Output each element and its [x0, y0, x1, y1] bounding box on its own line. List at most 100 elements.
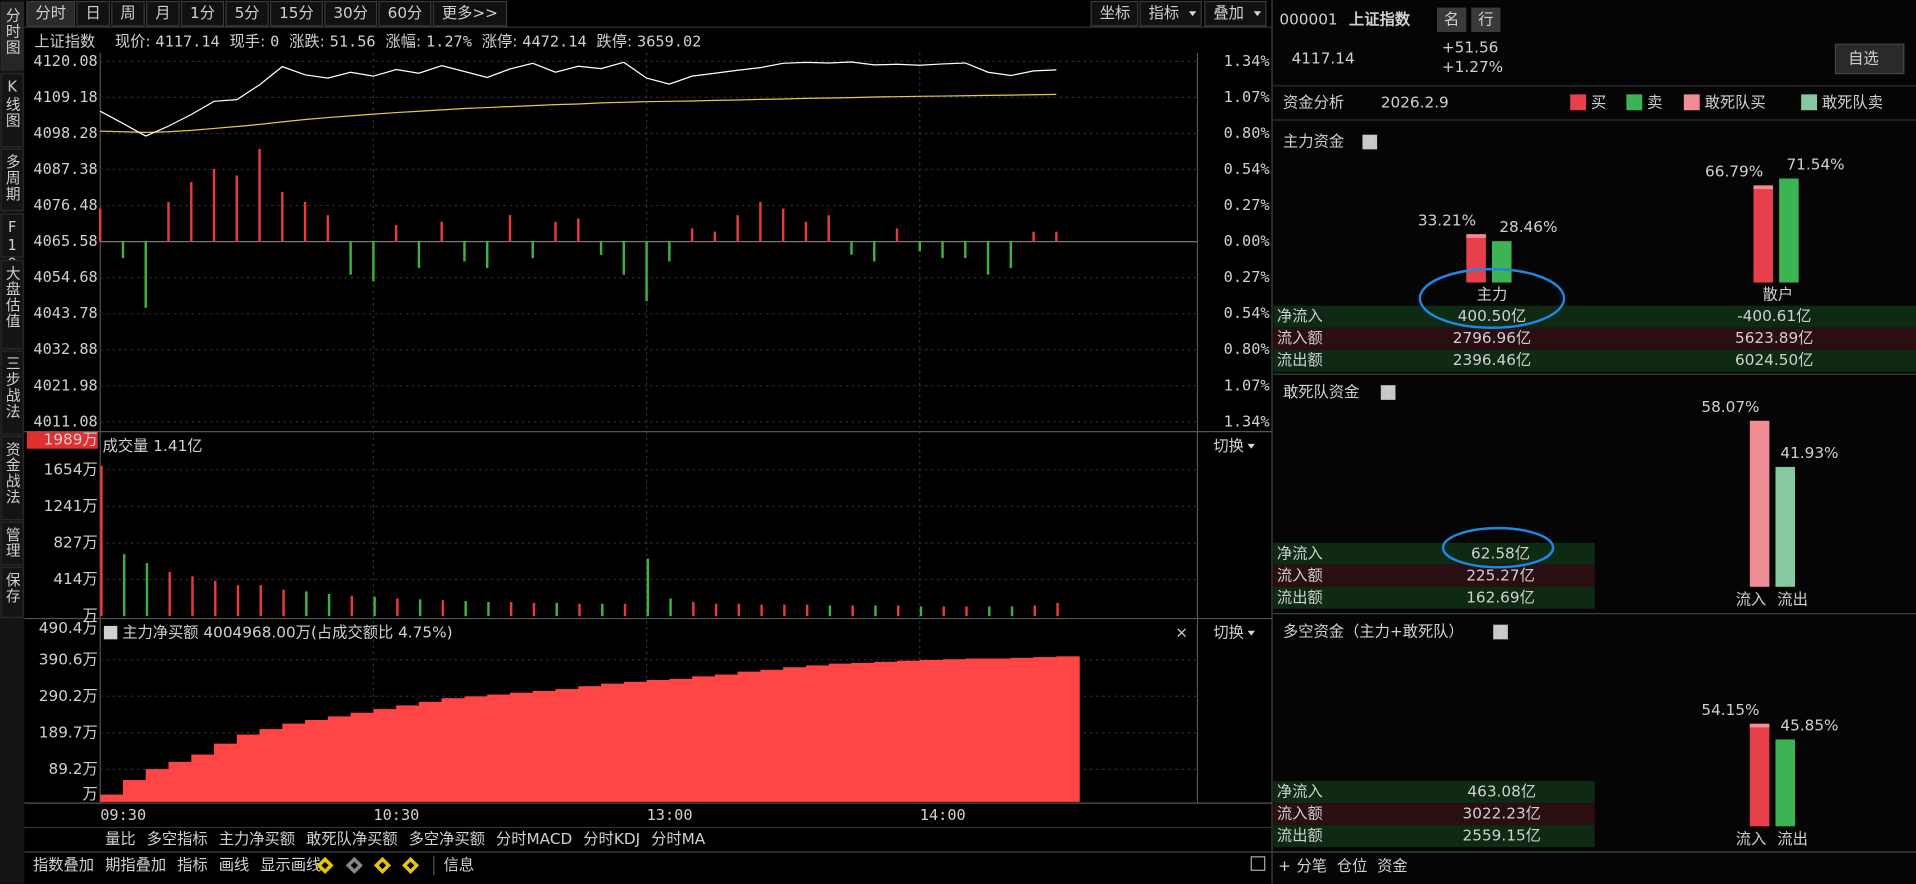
indicator-tab[interactable]: 主力净买额 [219, 830, 295, 848]
sidebar-label[interactable]: 多周期 [4, 154, 21, 202]
sidebar-tab[interactable] [0, 259, 24, 350]
sidebar-label[interactable]: 管理 [4, 527, 21, 559]
bottom-tool[interactable]: 显示画线 [260, 856, 321, 874]
period-tab[interactable]: 周 [120, 4, 135, 22]
indicator-tab[interactable]: 分时MA [651, 830, 706, 848]
small-button-label[interactable]: 行 [1478, 10, 1493, 28]
net-buy-area [555, 689, 579, 802]
small-button[interactable] [1471, 7, 1501, 33]
volume-bar [236, 585, 240, 617]
quote-value: 3659.02 [637, 32, 701, 50]
y-tick-label: 1654万 [44, 460, 98, 478]
sidebar-label[interactable]: K线图 [4, 78, 21, 128]
period-tab-bg[interactable] [225, 0, 269, 27]
period-tab-bg[interactable] [324, 0, 378, 27]
period-tab-bg[interactable] [269, 0, 323, 27]
footer-tab[interactable]: 资金 [1377, 857, 1408, 875]
bottom-tool[interactable]: 指标 [177, 856, 208, 874]
small-button[interactable] [1437, 7, 1467, 33]
period-tab-bg[interactable] [378, 0, 432, 27]
help-icon-text[interactable]: ? [1384, 383, 1392, 401]
watch-button-label[interactable]: 自选 [1848, 49, 1879, 67]
switch-button[interactable]: 切换 [1213, 624, 1244, 642]
period-tab[interactable]: 60分 [388, 4, 423, 22]
sidebar-tab[interactable] [0, 521, 24, 566]
bottom-tool[interactable]: 指数叠加 [33, 856, 94, 874]
sidebar-tab[interactable] [0, 566, 24, 618]
y-tick-label: 189.7万 [39, 723, 98, 741]
small-button-label[interactable]: 名 [1444, 10, 1459, 28]
footer-tab[interactable]: 仓位 [1337, 857, 1368, 875]
volume-bar [396, 598, 399, 617]
sidebar-label[interactable]: 大盘估值 [4, 265, 21, 329]
info-tab[interactable]: 信息 [444, 856, 475, 874]
annotation-ellipse [1418, 267, 1566, 329]
strength-bar [804, 221, 808, 242]
net-buy-area [145, 769, 170, 802]
help-icon[interactable] [103, 625, 118, 640]
strength-bar [690, 228, 694, 242]
sidebar-tab[interactable] [0, 213, 24, 258]
period-tab-bg[interactable] [111, 0, 145, 27]
tool-label[interactable]: 指标 [1149, 4, 1180, 22]
help-icon-text[interactable]: ? [1366, 133, 1374, 151]
indicator-tab[interactable]: 敢死队净买额 [306, 830, 398, 848]
period-tab-bg[interactable] [76, 0, 110, 27]
period-tab[interactable]: 月 [155, 4, 170, 22]
sidebar-tab[interactable] [0, 148, 24, 212]
volume-bar [259, 585, 263, 617]
period-tab[interactable]: 更多>> [442, 4, 498, 22]
sidebar-tab[interactable] [0, 72, 24, 148]
expand-icon[interactable] [1250, 856, 1266, 871]
y-tick-highlight [26, 431, 98, 449]
period-tab[interactable]: 30分 [333, 4, 368, 22]
indicator-tab[interactable]: 多空指标 [147, 830, 208, 848]
volume-bar [305, 591, 308, 617]
period-tab-bg[interactable] [432, 0, 508, 27]
strength-bar [873, 241, 876, 262]
indicator-tab[interactable]: 分时MACD [496, 830, 572, 848]
period-tab-bg[interactable] [180, 0, 225, 27]
net-buy-area [259, 729, 283, 802]
tool-label[interactable]: 坐标 [1100, 4, 1131, 22]
strength-bar [417, 241, 421, 269]
help-icon-text[interactable]: ? [1496, 623, 1504, 641]
close-button[interactable]: × [1175, 624, 1188, 642]
sidebar-label[interactable]: 分时图 [4, 8, 21, 56]
footer-plus[interactable]: + [1278, 857, 1291, 875]
sidebar-label[interactable]: 三步战法 [4, 356, 21, 420]
indicator-tab[interactable]: 分时KDJ [583, 830, 640, 848]
sidebar-tab[interactable] [0, 435, 24, 521]
bar-name: 流出 [1777, 830, 1808, 848]
row-label: 流出额 [1277, 827, 1323, 845]
help-icon-text[interactable]: ? [107, 624, 115, 642]
bottom-tool[interactable]: 画线 [219, 856, 250, 874]
help-icon[interactable] [1380, 385, 1396, 400]
net-buy-area [1033, 657, 1057, 802]
tool-button[interactable] [1090, 0, 1139, 27]
sidebar-label[interactable]: 资金战法 [4, 441, 21, 505]
sidebar-tab[interactable] [0, 2, 24, 71]
indicator-tab[interactable]: 多空净买额 [409, 830, 485, 848]
bottom-tool[interactable]: 期指叠加 [105, 856, 166, 874]
period-tab[interactable]: 1分 [190, 4, 215, 22]
period-tab-bg[interactable] [26, 0, 76, 27]
period-tab[interactable]: 日 [86, 4, 101, 22]
tool-label[interactable]: 叠加 [1213, 4, 1244, 22]
footer-tab[interactable]: 分笔 [1296, 857, 1327, 875]
help-icon[interactable] [1493, 624, 1508, 640]
period-tab[interactable]: 分时 [35, 4, 66, 22]
period-tab-bg[interactable] [146, 0, 180, 27]
sidebar-label[interactable]: 保存 [4, 572, 21, 604]
indicator-tab[interactable]: 量比 [105, 830, 136, 848]
switch-button[interactable]: 切换 [1213, 437, 1244, 455]
watch-button[interactable] [1834, 43, 1905, 75]
help-icon[interactable] [1362, 134, 1378, 150]
period-tab[interactable]: 15分 [279, 4, 314, 22]
period-tab[interactable]: 5分 [235, 4, 260, 22]
sidebar-tab[interactable] [0, 350, 24, 435]
quote-value: 4117.14 [155, 32, 219, 50]
strength-bar [668, 241, 671, 262]
y-tick-label: 4076.48 [33, 196, 97, 214]
net-buy-area [191, 754, 215, 802]
